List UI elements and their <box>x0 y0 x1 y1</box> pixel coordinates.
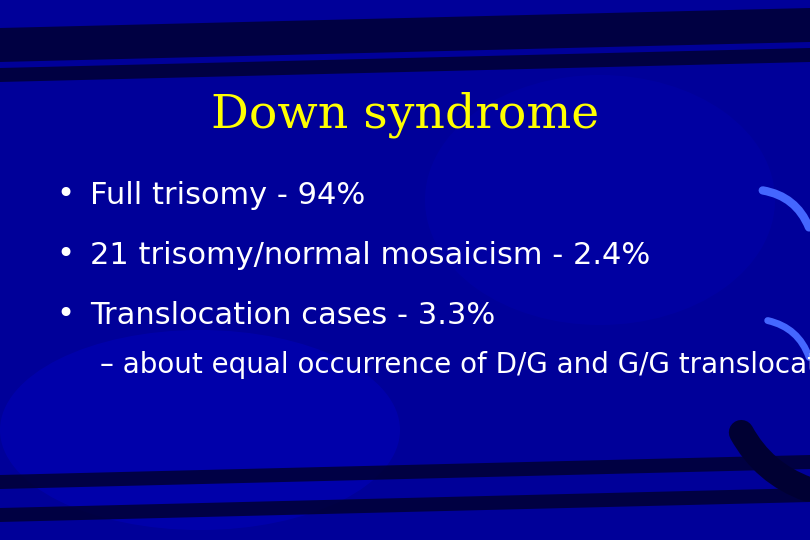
Polygon shape <box>0 455 810 489</box>
Polygon shape <box>0 48 810 82</box>
Text: Full trisomy - 94%: Full trisomy - 94% <box>90 180 365 210</box>
Polygon shape <box>0 488 810 522</box>
Text: Translocation cases - 3.3%: Translocation cases - 3.3% <box>90 300 495 329</box>
Text: •: • <box>56 180 74 210</box>
Text: •: • <box>56 240 74 269</box>
Text: Down syndrome: Down syndrome <box>211 92 599 138</box>
Ellipse shape <box>425 75 775 325</box>
Text: •: • <box>56 300 74 329</box>
Text: 21 trisomy/normal mosaicism - 2.4%: 21 trisomy/normal mosaicism - 2.4% <box>90 240 650 269</box>
Text: – about equal occurrence of D/G and G/G translocation: – about equal occurrence of D/G and G/G … <box>100 351 810 379</box>
Polygon shape <box>0 8 810 62</box>
Ellipse shape <box>0 330 400 530</box>
